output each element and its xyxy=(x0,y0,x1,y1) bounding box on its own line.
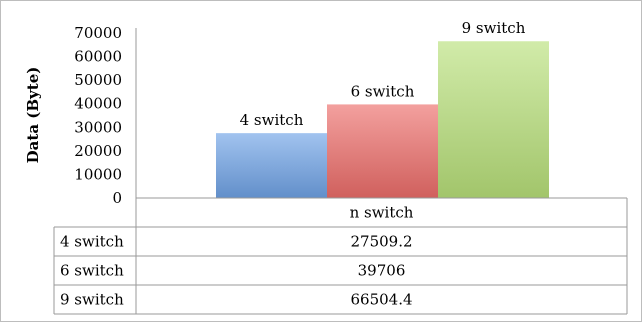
y-tick-label: 10000 xyxy=(74,165,122,183)
series-label: 9 switch xyxy=(462,19,526,37)
y-tick-label: 60000 xyxy=(74,48,122,66)
y-tick-label: 50000 xyxy=(74,71,122,89)
bar-6-switch xyxy=(327,104,438,198)
table-cell-value: 66504.4 xyxy=(350,291,412,309)
bar-9-switch xyxy=(438,41,549,199)
table-row-label: 6 switch xyxy=(60,262,124,280)
y-tick-label: 70000 xyxy=(74,24,122,42)
x-category-label: n switch xyxy=(350,204,414,222)
table-row-label: 4 switch xyxy=(60,233,124,251)
table-cell-value: 27509.2 xyxy=(350,233,412,251)
y-tick-label: 0 xyxy=(112,189,122,207)
y-axis-label: Data (Byte) xyxy=(24,67,42,164)
bar-4-switch xyxy=(216,133,327,198)
table-row-label: 9 switch xyxy=(60,291,124,309)
series-label: 6 switch xyxy=(351,82,415,100)
y-tick-label: 40000 xyxy=(74,95,122,113)
table-cell-value: 39706 xyxy=(358,262,406,280)
y-tick-label: 20000 xyxy=(74,142,122,160)
y-tick-label: 30000 xyxy=(74,118,122,136)
series-label: 4 switch xyxy=(240,111,304,129)
